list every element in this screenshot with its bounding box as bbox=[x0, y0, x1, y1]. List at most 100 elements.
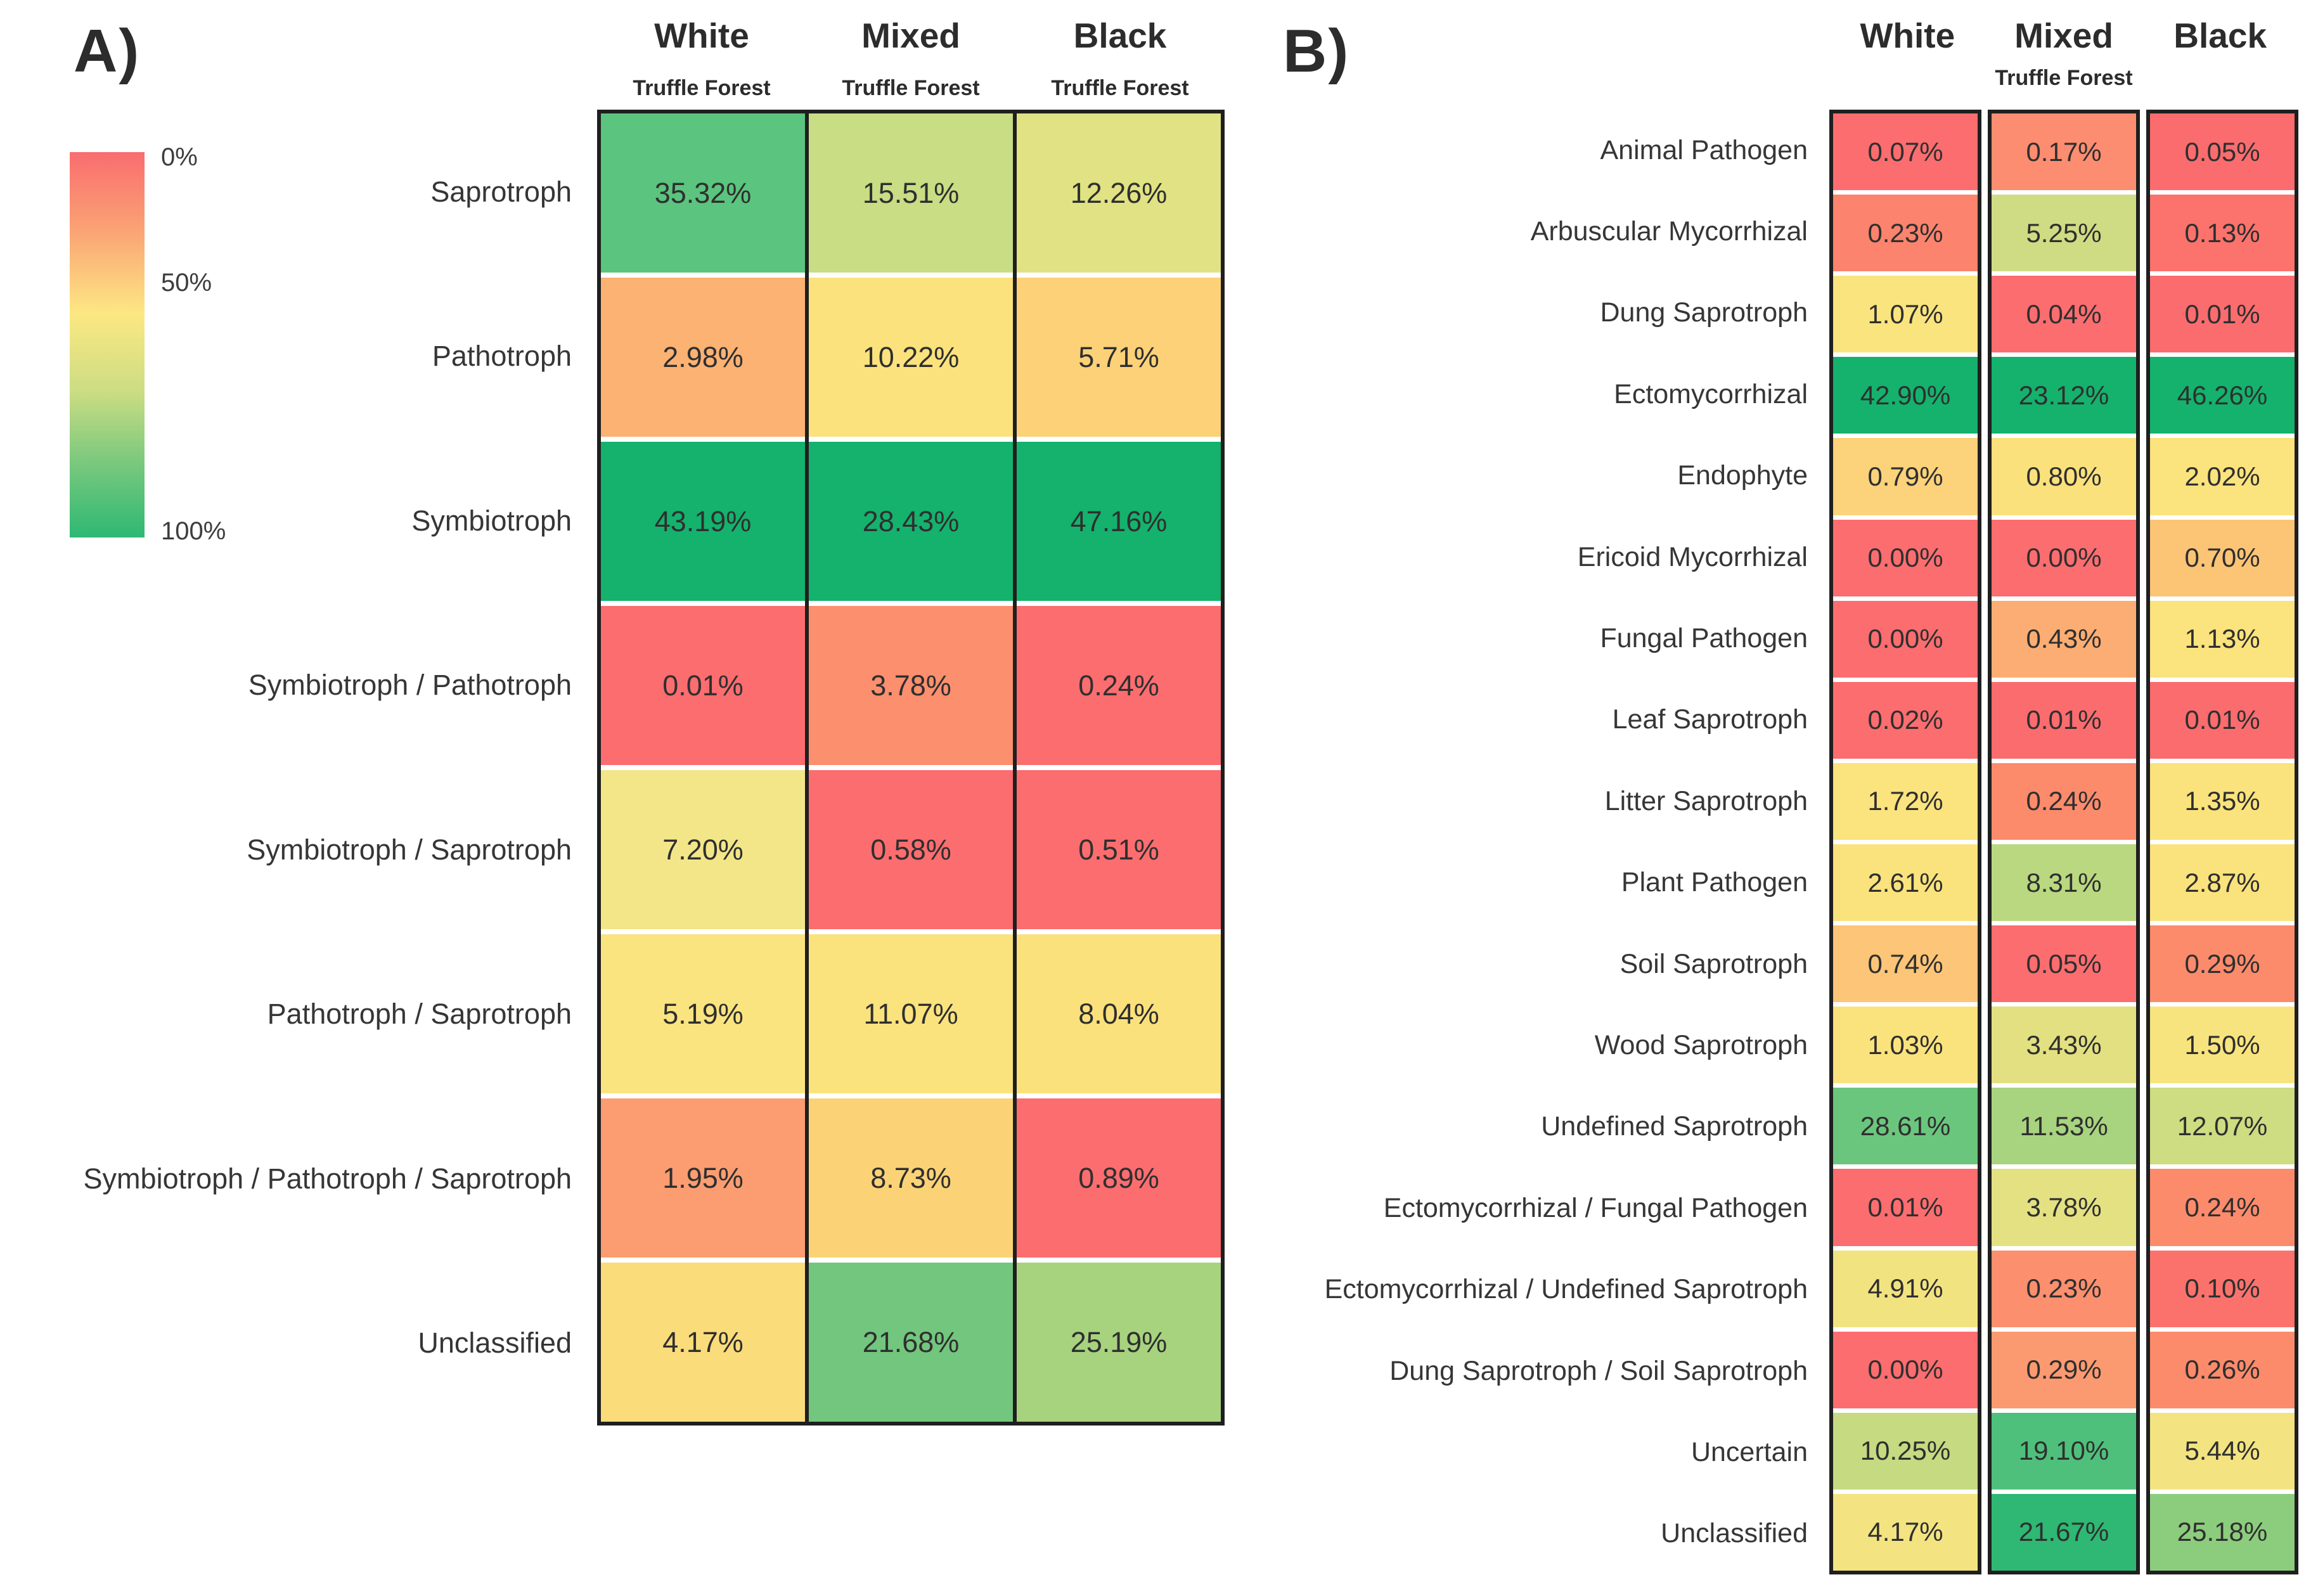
panel-a-cell-r4-c0: 7.20% bbox=[601, 770, 805, 929]
panel-b-row-label-9: Plant Pathogen bbox=[1621, 867, 1808, 898]
panel-a-cell-r2-c0: 43.19% bbox=[601, 442, 805, 601]
panel-b-cell-r7-c2: 0.01% bbox=[2150, 681, 2295, 759]
panel-b-cell-r17-c0: 4.17% bbox=[1833, 1493, 1978, 1571]
panel-a-cell-r0-c2: 12.26% bbox=[1017, 113, 1221, 273]
column-subtitle: Truffle Forest bbox=[633, 76, 771, 100]
panel-b-cell-r6-c0: 0.00% bbox=[1833, 600, 1978, 678]
panel-a-cell-r2-c2: 47.16% bbox=[1017, 442, 1221, 601]
panel-a-column-header-white: White Truffle Forest bbox=[597, 15, 806, 101]
panel-b-cell-r6-c2: 1.13% bbox=[2150, 600, 2295, 678]
legend-label-0: 0% bbox=[161, 143, 198, 171]
panel-a-cell-r0-c0: 35.32% bbox=[601, 113, 805, 273]
panel-a-heat-column-mixed: 15.51% 10.22% 28.43% 3.78% 0.58% 11.07% 8.73% 2… bbox=[809, 110, 1017, 1425]
panel-b-cell-r9-c0: 2.61% bbox=[1833, 844, 1978, 922]
panel-b-row-label-6: Fungal Pathogen bbox=[1600, 623, 1808, 654]
panel-a-row-label-1: Pathotroph bbox=[432, 340, 572, 373]
panel-a-label: A) bbox=[74, 17, 141, 85]
panel-b-row-label-11: Wood Saprotroph bbox=[1594, 1029, 1808, 1060]
panel-a-heat-column-black: 12.26% 5.71% 47.16% 0.24% 0.51% 8.04% 0.89% 25.… bbox=[1017, 110, 1225, 1425]
panel-b-cell-r3-c1: 23.12% bbox=[1992, 357, 2136, 434]
panel-b-heat-column-white: 0.07% 0.23% 1.07% 42.90% 0.79% 0.00% 0.00% 0.02… bbox=[1829, 110, 1981, 1574]
panel-b-row-label-8: Litter Saprotroph bbox=[1604, 785, 1808, 816]
panel-a-cell-r4-c1: 0.58% bbox=[809, 770, 1013, 929]
panel-b-heat-column-black: 0.05% 0.13% 0.01% 46.26% 2.02% 0.70% 1.13% 0.01… bbox=[2146, 110, 2298, 1574]
panel-b-cell-r1-c1: 5.25% bbox=[1992, 195, 2136, 272]
panel-b-cell-r3-c0: 42.90% bbox=[1833, 357, 1978, 434]
panel-b-row-label-3: Ectomycorrhizal bbox=[1614, 378, 1808, 409]
panel-a-heatmap: 35.32% 2.98% 43.19% 0.01% 7.20% 5.19% 1.95% 4.1… bbox=[597, 110, 1225, 1425]
panel-a-row-label-2: Symbiotroph bbox=[411, 504, 572, 537]
panel-b-cell-r13-c2: 0.24% bbox=[2150, 1169, 2295, 1246]
panel-b-cell-r10-c2: 0.29% bbox=[2150, 925, 2295, 1003]
panel-b-cell-r8-c2: 1.35% bbox=[2150, 763, 2295, 840]
panel-b-cell-r7-c0: 0.02% bbox=[1833, 681, 1978, 759]
panel-b-cell-r4-c1: 0.80% bbox=[1992, 438, 2136, 515]
panel-b-row-label-17: Unclassified bbox=[1661, 1518, 1808, 1549]
panel-b-row-labels: Animal Pathogen Arbuscular Mycorrhizal Dun… bbox=[1014, 110, 1820, 1574]
panel-b-cell-r0-c1: 0.17% bbox=[1992, 113, 2136, 191]
panel-a-column-header-black: Black Truffle Forest bbox=[1015, 15, 1225, 101]
panel-b-cell-r5-c2: 0.70% bbox=[2150, 519, 2295, 596]
panel-b-cell-r12-c0: 28.61% bbox=[1833, 1088, 1978, 1165]
column-title: Black bbox=[2173, 16, 2267, 55]
panel-b-cell-r2-c0: 1.07% bbox=[1833, 276, 1978, 353]
panel-b-cell-r0-c2: 0.05% bbox=[2150, 113, 2295, 191]
panel-b-cell-r11-c1: 3.43% bbox=[1992, 1007, 2136, 1084]
panel-b-cell-r16-c1: 19.10% bbox=[1992, 1412, 2136, 1490]
panel-b-row-label-13: Ectomycorrhizal / Fungal Pathogen bbox=[1383, 1192, 1808, 1223]
panel-a-cell-r7-c2: 25.19% bbox=[1017, 1263, 1221, 1422]
panel-a-cell-r3-c0: 0.01% bbox=[601, 606, 805, 765]
panel-a-row-label-4: Symbiotroph / Saprotroph bbox=[247, 833, 572, 866]
panel-b-cell-r17-c1: 21.67% bbox=[1992, 1493, 2136, 1571]
panel-b-cell-r16-c2: 5.44% bbox=[2150, 1412, 2295, 1490]
panel-a-cell-r1-c2: 5.71% bbox=[1017, 278, 1221, 437]
panel-b-row-label-7: Leaf Saprotroph bbox=[1612, 704, 1808, 735]
panel-b-cell-r14-c1: 0.23% bbox=[1992, 1250, 2136, 1327]
panel-b-cell-r11-c0: 1.03% bbox=[1833, 1007, 1978, 1084]
panel-a-cell-r3-c1: 3.78% bbox=[809, 606, 1013, 765]
panel-a-cell-r6-c2: 0.89% bbox=[1017, 1098, 1221, 1258]
panel-b-column-headers: White Mixed Black bbox=[1829, 15, 2298, 56]
panel-b-cell-r2-c2: 0.01% bbox=[2150, 276, 2295, 353]
panel-b-cell-r2-c1: 0.04% bbox=[1992, 276, 2136, 353]
panel-b-cell-r11-c2: 1.50% bbox=[2150, 1007, 2295, 1084]
panel-b-cell-r5-c0: 0.00% bbox=[1833, 519, 1978, 596]
panel-b-cell-r15-c0: 0.00% bbox=[1833, 1331, 1978, 1408]
panel-a-cell-r4-c2: 0.51% bbox=[1017, 770, 1221, 929]
panel-b-heat-column-mixed: 0.17% 5.25% 0.04% 23.12% 0.80% 0.00% 0.43% 0.01… bbox=[1988, 110, 2140, 1574]
panel-b-cell-r17-c2: 25.18% bbox=[2150, 1493, 2295, 1571]
panel-b-row-label-1: Arbuscular Mycorrhizal bbox=[1530, 216, 1808, 247]
panel-b-cell-r1-c0: 0.23% bbox=[1833, 195, 1978, 272]
column-title: Black bbox=[1073, 16, 1167, 55]
panel-a-cell-r5-c1: 11.07% bbox=[809, 934, 1013, 1093]
panel-b-label: B) bbox=[1283, 17, 1350, 85]
panel-b-cell-r14-c2: 0.10% bbox=[2150, 1250, 2295, 1327]
panel-b-cell-r5-c1: 0.00% bbox=[1992, 519, 2136, 596]
panel-b-shared-subtitle: Truffle Forest bbox=[1995, 66, 2133, 90]
panel-a-column-header-mixed: Mixed Truffle Forest bbox=[806, 15, 1015, 101]
panel-a-row-label-6: Symbiotroph / Pathotroph / Saprotroph bbox=[83, 1162, 572, 1195]
panel-b-cell-r14-c0: 4.91% bbox=[1833, 1250, 1978, 1327]
panel-b-cell-r16-c0: 10.25% bbox=[1833, 1412, 1978, 1490]
panel-a-row-labels: Saprotroph Pathotroph Symbiotroph Symbiotro… bbox=[0, 110, 584, 1425]
panel-b-row-label-2: Dung Saprotroph bbox=[1600, 297, 1808, 328]
panel-a-cell-r7-c1: 21.68% bbox=[809, 1263, 1013, 1422]
panel-b-row-label-10: Soil Saprotroph bbox=[1619, 948, 1808, 979]
panel-a-cell-r3-c2: 0.24% bbox=[1017, 606, 1221, 765]
panel-b-column-header-black: Black bbox=[2142, 15, 2298, 56]
panel-b-cell-r9-c1: 8.31% bbox=[1992, 844, 2136, 922]
column-title: White bbox=[654, 16, 749, 55]
panel-b-cell-r8-c1: 0.24% bbox=[1992, 763, 2136, 840]
panel-b-cell-r12-c2: 12.07% bbox=[2150, 1088, 2295, 1165]
panel-a-cell-r5-c0: 5.19% bbox=[601, 934, 805, 1093]
panel-b-row-label-15: Dung Saprotroph / Soil Saprotroph bbox=[1389, 1355, 1808, 1386]
panel-b-cell-r13-c0: 0.01% bbox=[1833, 1169, 1978, 1246]
panel-a-cell-r1-c1: 10.22% bbox=[809, 278, 1013, 437]
panel-a-cell-r1-c0: 2.98% bbox=[601, 278, 805, 437]
panel-a-heat-column-white: 35.32% 2.98% 43.19% 0.01% 7.20% 5.19% 1.95% 4.1… bbox=[597, 110, 809, 1425]
panel-b-cell-r13-c1: 3.78% bbox=[1992, 1169, 2136, 1246]
panel-b-column-header-mixed: Mixed bbox=[1986, 15, 2142, 56]
panel-b-cell-r15-c2: 0.26% bbox=[2150, 1331, 2295, 1408]
panel-b-cell-r10-c1: 0.05% bbox=[1992, 925, 2136, 1003]
